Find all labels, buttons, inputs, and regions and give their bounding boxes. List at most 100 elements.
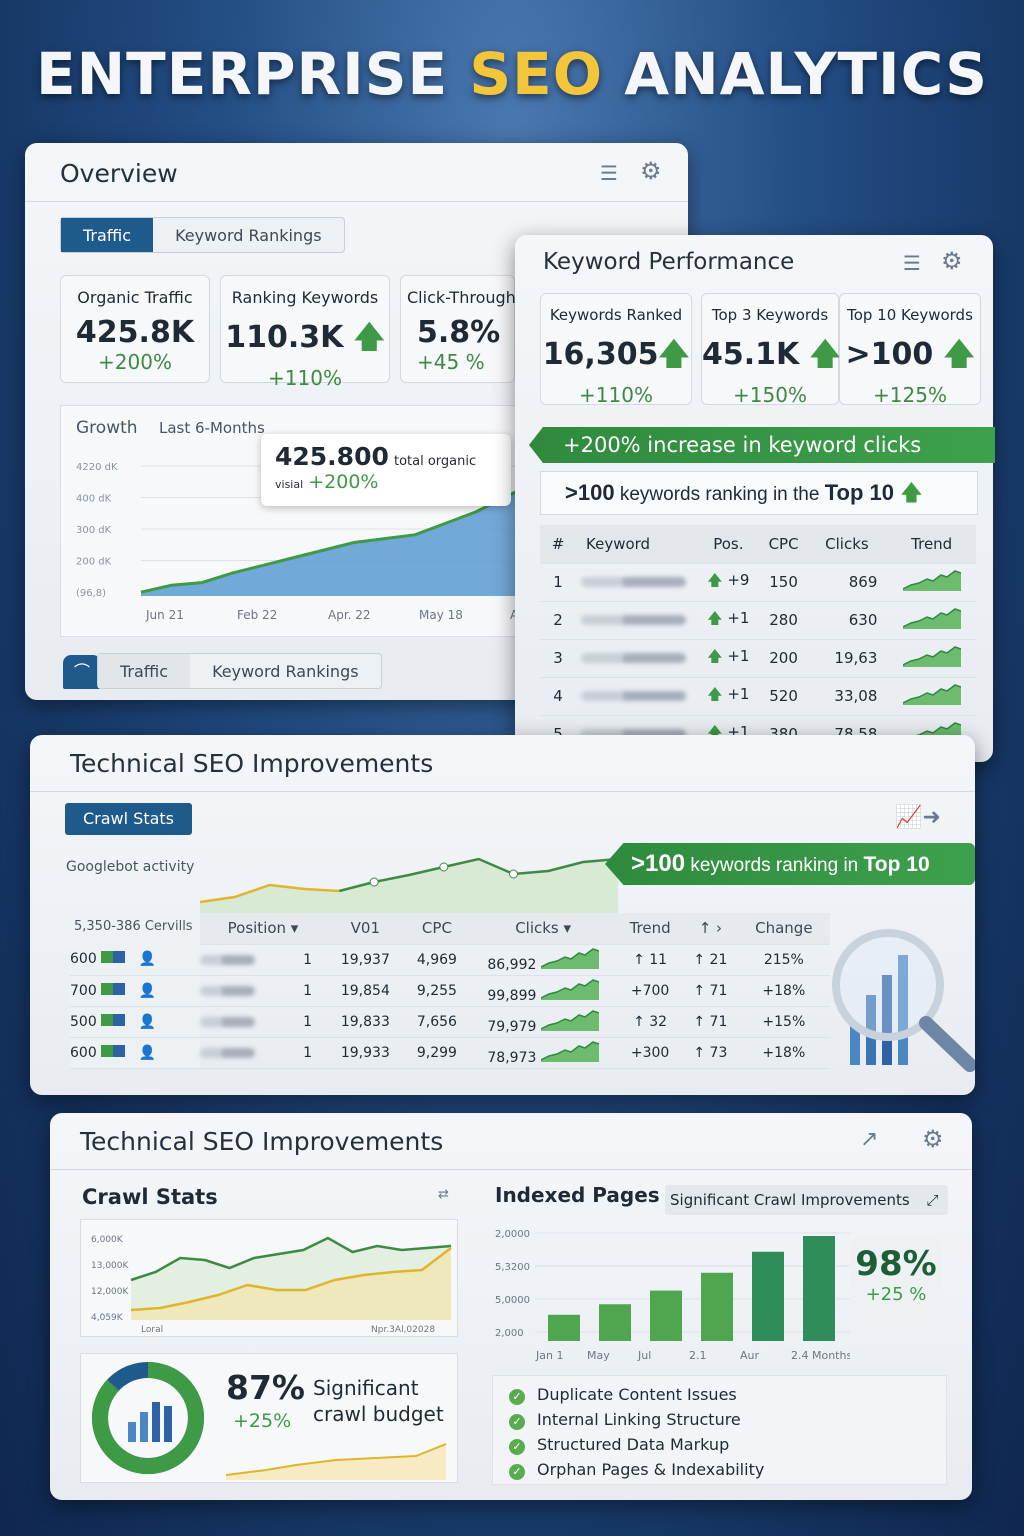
tooltip-value: 425.800 — [275, 442, 389, 471]
crawl-stats-title: Crawl Stats — [82, 1185, 218, 1209]
indexed-bar — [599, 1304, 631, 1341]
y-tick: 200 dK — [76, 557, 112, 568]
keyword-blurred — [576, 601, 696, 640]
up-change: ↑ 73 — [683, 1037, 738, 1069]
table-row[interactable]: 700 👤 1 19,854 9,255 99,899 +700 ↑ 71 +18% — [70, 975, 830, 1007]
tab-traffic-bottom[interactable]: Traffic — [98, 654, 191, 688]
checklist-text: Structured Data Markup — [537, 1435, 730, 1454]
crawl-budget-donut-icon — [92, 1362, 204, 1474]
subbanner-top10: Top 10 — [824, 480, 894, 505]
crawl-table: Position ▾ V01 CPC Clicks ▾ Trend ↑ › Ch… — [70, 913, 830, 1069]
crawl-budget-delta: +25% — [233, 1410, 292, 1432]
status-square-icon — [101, 951, 114, 964]
table-row[interactable]: 4 🡅 +1 520 33,08 — [540, 677, 976, 716]
col-sort[interactable]: ↑ › — [683, 913, 738, 945]
rank: 4 — [540, 677, 576, 716]
card-delta: +45 % — [417, 350, 485, 374]
gear-icon[interactable]: ⚙ — [922, 1125, 944, 1153]
technical-seo-title-2: Technical SEO Improvements — [80, 1127, 444, 1156]
pos-change: +9 — [727, 570, 750, 589]
tab-keyword-rankings[interactable]: Keyword Rankings — [175, 225, 322, 245]
clicks: 630 — [806, 601, 888, 640]
checklist-text: Internal Linking Structure — [537, 1410, 741, 1429]
cpc: 200 — [760, 639, 807, 678]
traffic-icon[interactable]: ⌒ — [63, 655, 101, 689]
status-square-icon — [101, 1044, 114, 1057]
card-value: 5.8% — [417, 315, 501, 350]
col-change: Change — [737, 913, 830, 945]
pos-change: +1 — [727, 684, 750, 703]
card-delta: +110% — [268, 366, 342, 390]
status-square-icon — [113, 982, 126, 995]
clicks: 19,63 — [806, 639, 888, 678]
col-keyword: Keyword — [576, 525, 696, 564]
col-cpc: CPC — [404, 913, 470, 945]
position: 1 — [303, 1044, 312, 1061]
status-square-icon — [101, 982, 114, 995]
list-icon[interactable]: ☰ — [903, 251, 921, 275]
googlebot-range: 5,350-386 Cervills — [74, 919, 193, 934]
indexed-pct-delta: +25 % — [865, 1284, 927, 1305]
list-icon[interactable]: ☰ — [600, 161, 618, 185]
status-square-icon — [113, 1013, 126, 1026]
gear-icon[interactable]: ⚙ — [941, 247, 963, 275]
trend-chart-arrow-icon[interactable]: 📈➜ — [895, 805, 941, 830]
col-clicks[interactable]: Clicks ▾ — [469, 913, 618, 945]
x-tick: Apr. 22 — [328, 608, 371, 622]
crawl-stats-tab[interactable]: Crawl Stats — [65, 803, 192, 835]
table-row[interactable]: 1 🡅 +9 150 869 — [540, 563, 976, 602]
card-value: 425.8K — [75, 315, 195, 350]
technical-seo-title: Technical SEO Improvements — [70, 749, 434, 778]
crawl-improvements-label[interactable]: Significant Crawl Improvements ⤢ — [665, 1185, 948, 1215]
user-icon: 👤 — [138, 1013, 156, 1030]
swap-icon[interactable]: ⇄ — [438, 1187, 449, 1202]
clicks: 869 — [806, 563, 888, 602]
card-label: Organic Traffic — [77, 288, 193, 307]
card-delta: +125% — [873, 383, 947, 407]
arrow-up-icon: 🡅 — [943, 337, 975, 372]
change: +18% — [737, 1037, 830, 1069]
arrow-up-icon: 🡅 — [809, 337, 841, 372]
keyword-blurred — [576, 639, 696, 678]
table-row[interactable]: 600 👤 1 19,933 9,299 78,973 +300 ↑ 73 +18% — [70, 1037, 830, 1069]
y-tick: 5,0000 — [495, 1295, 530, 1306]
tab-keyword-rankings-bottom[interactable]: Keyword Rankings — [212, 661, 359, 681]
trend-sparkline — [902, 684, 961, 705]
x-label: Npr.3Al,02028 — [371, 1325, 435, 1335]
col-position[interactable]: Position ▾ — [200, 913, 326, 945]
checklist: ✓ Duplicate Content Issues ✓ Internal Link… — [492, 1375, 947, 1485]
row-value: 600 — [70, 951, 97, 968]
gear-icon[interactable]: ⚙ — [640, 157, 662, 185]
x-tick: Jun 21 — [145, 608, 184, 622]
check-icon: ✓ — [509, 1414, 525, 1430]
technical-seo-panel-2: Technical SEO Improvements ↗ ⚙ Crawl Sta… — [50, 1113, 972, 1500]
y-tick: 2,0000 — [495, 1229, 530, 1240]
tab-traffic[interactable]: Traffic — [61, 218, 154, 252]
crawl-stats-chart: 6,000K 13,000K 12,000K 4,059K Loral Npr.3Al,0… — [80, 1219, 458, 1337]
cpc: 280 — [760, 601, 807, 640]
table-row[interactable]: 2 🡅 +1 280 630 — [540, 601, 976, 640]
banner-text: keywords ranking in — [685, 855, 864, 876]
position: 1 — [303, 1013, 312, 1030]
trend-line-icon[interactable]: ↗ — [860, 1127, 879, 1152]
organic-traffic-card: Organic Traffic 425.8K +200% — [60, 275, 210, 383]
table-row[interactable]: 500 👤 1 19,833 7,656 79,979 ↑ 32 ↑ 71 +15% — [70, 1006, 830, 1038]
googlebot-line-yellow — [200, 883, 340, 904]
up-change: ↑ 71 — [683, 975, 738, 1007]
y-tick: 12,000K — [91, 1287, 129, 1297]
overview-bottom-tabs: Traffic Keyword Rankings — [97, 653, 382, 689]
banner-count: >100 — [631, 850, 686, 877]
table-row[interactable]: 600 👤 1 19,937 4,969 86,992 ↑ 11 ↑ 21 215% — [70, 944, 830, 976]
googlebot-point — [369, 877, 379, 887]
v01: 19,937 — [326, 944, 405, 976]
check-icon: ✓ — [509, 1464, 525, 1480]
googlebot-area — [200, 859, 618, 915]
subbanner-text: keywords ranking in the — [614, 484, 825, 505]
pos-change: +1 — [727, 646, 750, 665]
row-value: 700 — [70, 982, 97, 999]
rank: 1 — [540, 563, 576, 602]
y-tick: 300 dK — [76, 525, 112, 536]
trend-sparkline — [540, 1009, 600, 1031]
trend-sparkline — [902, 646, 961, 667]
table-row[interactable]: 3 🡅 +1 200 19,63 — [540, 639, 976, 678]
